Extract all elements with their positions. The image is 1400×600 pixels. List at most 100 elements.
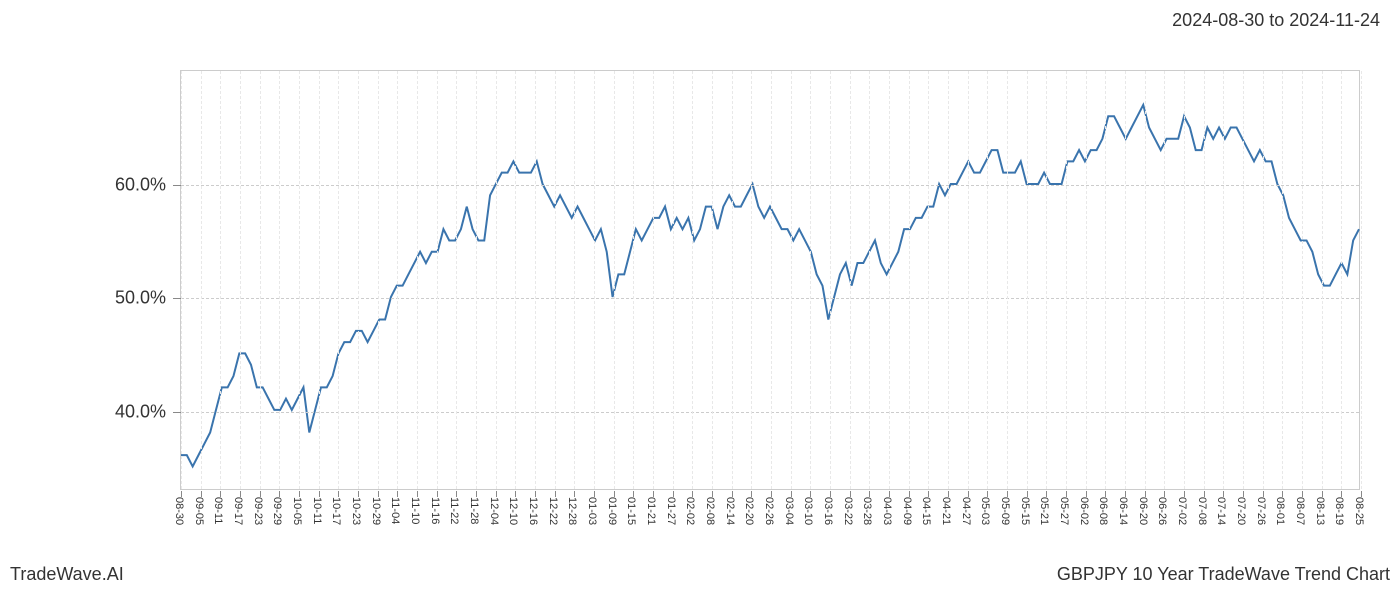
- vgrid-line: [1125, 71, 1126, 489]
- vgrid-line: [1046, 71, 1047, 489]
- vgrid-line: [1322, 71, 1323, 489]
- x-tick-label: 04-03: [881, 497, 893, 525]
- vgrid-line: [319, 71, 320, 489]
- vgrid-line: [712, 71, 713, 489]
- vgrid-line: [633, 71, 634, 489]
- vgrid-line: [1184, 71, 1185, 489]
- x-tick-label: 09-11: [212, 497, 224, 524]
- vgrid-line: [594, 71, 595, 489]
- vgrid-line: [1263, 71, 1264, 489]
- x-tick-label: 07-26: [1255, 497, 1267, 525]
- y-tick-label: 50.0%: [115, 288, 166, 309]
- y-tick: [173, 412, 181, 413]
- vgrid-line: [1145, 71, 1146, 489]
- x-tick-label: 06-26: [1156, 497, 1168, 525]
- vgrid-line: [850, 71, 851, 489]
- x-tick-label: 03-28: [861, 497, 873, 525]
- vgrid-line: [535, 71, 536, 489]
- x-tick-label: 12-10: [507, 497, 519, 525]
- y-tick-label: 60.0%: [115, 174, 166, 195]
- x-tick-label: 04-09: [901, 497, 913, 525]
- vgrid-line: [1066, 71, 1067, 489]
- x-tick-label: 08-25: [1353, 497, 1365, 525]
- x-tick-label: 06-14: [1117, 497, 1129, 525]
- date-range: 2024-08-30 to 2024-11-24: [1172, 10, 1380, 31]
- vgrid-line: [1086, 71, 1087, 489]
- trend-chart: 40.0%50.0%60.0%08-3009-0509-1109-1709-23…: [180, 70, 1360, 490]
- x-tick-label: 09-23: [252, 497, 264, 525]
- vgrid-line: [417, 71, 418, 489]
- vgrid-line: [476, 71, 477, 489]
- x-tick-label: 07-02: [1176, 497, 1188, 525]
- x-tick-label: 04-15: [920, 497, 932, 525]
- x-tick-label: 10-23: [350, 497, 362, 525]
- vgrid-line: [378, 71, 379, 489]
- footer-brand: TradeWave.AI: [10, 564, 124, 585]
- vgrid-line: [889, 71, 890, 489]
- x-tick-label: 01-21: [645, 497, 657, 525]
- y-tick: [173, 185, 181, 186]
- x-tick-label: 05-15: [1019, 497, 1031, 525]
- x-tick-label: 10-05: [291, 497, 303, 525]
- vgrid-line: [1027, 71, 1028, 489]
- vgrid-line: [1164, 71, 1165, 489]
- vgrid-line: [456, 71, 457, 489]
- vgrid-line: [1361, 71, 1362, 489]
- vgrid-line: [358, 71, 359, 489]
- x-tick-label: 11-10: [409, 497, 421, 524]
- vgrid-line: [574, 71, 575, 489]
- vgrid-line: [751, 71, 752, 489]
- x-tick-label: 06-20: [1137, 497, 1149, 525]
- x-tick-label: 11-04: [389, 497, 401, 524]
- x-tick-label: 12-28: [566, 497, 578, 525]
- y-tick-label: 40.0%: [115, 401, 166, 422]
- x-tick-label: 02-20: [743, 497, 755, 525]
- x-tick-label: 01-09: [606, 497, 618, 525]
- x-tick-label: 07-20: [1235, 497, 1247, 525]
- x-tick-label: 01-03: [586, 497, 598, 525]
- vgrid-line: [673, 71, 674, 489]
- vgrid-line: [1243, 71, 1244, 489]
- x-tick-label: 06-08: [1097, 497, 1109, 525]
- vgrid-line: [437, 71, 438, 489]
- x-tick-label: 12-04: [488, 497, 500, 525]
- x-tick-label: 11-16: [429, 497, 441, 524]
- vgrid-line: [240, 71, 241, 489]
- x-tick-label: 11-22: [448, 497, 460, 524]
- x-tick-label: 08-01: [1274, 497, 1286, 525]
- vgrid-line: [515, 71, 516, 489]
- vgrid-line: [220, 71, 221, 489]
- vgrid-line: [279, 71, 280, 489]
- x-tick-label: 12-22: [547, 497, 559, 525]
- vgrid-line: [987, 71, 988, 489]
- x-tick-label: 10-29: [370, 497, 382, 525]
- vgrid-line: [496, 71, 497, 489]
- x-tick-label: 07-08: [1196, 497, 1208, 525]
- x-tick-label: 01-27: [665, 497, 677, 525]
- x-tick-label: 12-16: [527, 497, 539, 525]
- x-tick-label: 03-22: [842, 497, 854, 525]
- x-tick-label: 08-07: [1294, 497, 1306, 525]
- vgrid-line: [732, 71, 733, 489]
- x-tick-label: 03-04: [783, 497, 795, 525]
- vgrid-line: [771, 71, 772, 489]
- x-tick-label: 09-05: [193, 497, 205, 525]
- x-tick-label: 11-28: [468, 497, 480, 524]
- y-tick: [173, 298, 181, 299]
- x-tick-label: 09-17: [232, 497, 244, 525]
- x-tick-label: 08-13: [1314, 497, 1326, 525]
- x-tick-label: 01-15: [625, 497, 637, 525]
- vgrid-line: [653, 71, 654, 489]
- vgrid-line: [1007, 71, 1008, 489]
- x-tick-label: 09-29: [271, 497, 283, 525]
- vgrid-line: [338, 71, 339, 489]
- vgrid-line: [397, 71, 398, 489]
- vgrid-line: [810, 71, 811, 489]
- vgrid-line: [692, 71, 693, 489]
- vgrid-line: [791, 71, 792, 489]
- x-tick-label: 08-30: [173, 497, 185, 525]
- x-tick-label: 03-10: [802, 497, 814, 525]
- x-tick-label: 02-14: [724, 497, 736, 525]
- vgrid-line: [201, 71, 202, 489]
- vgrid-line: [1105, 71, 1106, 489]
